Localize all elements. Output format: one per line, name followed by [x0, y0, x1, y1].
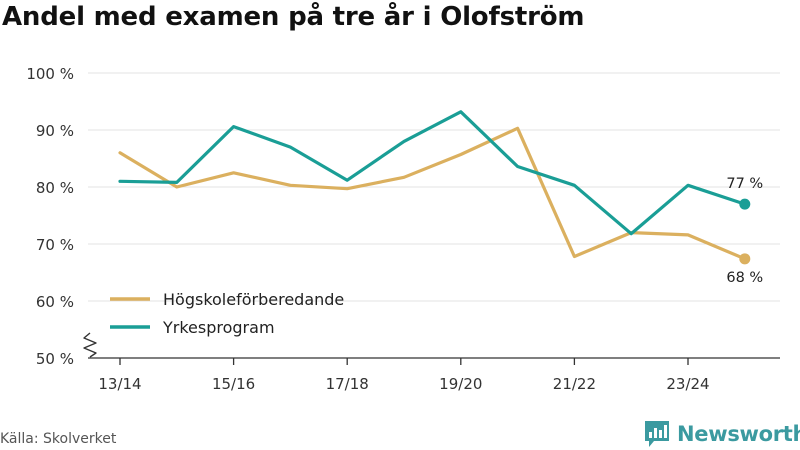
brand-name: Newsworthy	[677, 422, 800, 446]
legend-label: Yrkesprogram	[162, 318, 275, 337]
source-note: Källa: Skolverket	[0, 431, 117, 447]
x-tick-label: 13/14	[98, 375, 141, 393]
series-line	[118, 126, 747, 261]
y-tick-label: 50 %	[36, 350, 74, 368]
x-tick-label: 23/24	[666, 375, 709, 393]
legend: Högskoleförberedande Yrkesprogram	[110, 290, 344, 337]
series-lines	[118, 110, 751, 265]
axis-break-icon	[83, 332, 97, 358]
x-tick-label: 21/22	[553, 375, 596, 393]
y-tick-label: 80 %	[36, 179, 74, 197]
y-tick-label: 100 %	[26, 65, 74, 83]
brand-logo: Newsworthy	[644, 420, 800, 448]
series-line	[118, 110, 747, 236]
x-axis: 13/14 15/16 17/18 19/20 21/22 23/24	[88, 357, 780, 393]
end-value-label: 77 %	[726, 176, 763, 192]
series-end-point	[739, 253, 751, 265]
legend-label: Högskoleförberedande	[163, 290, 344, 309]
gridlines: 50 % 60 % 70 % 80 % 90 % 100 %	[26, 65, 780, 368]
axis-break-zigzag	[83, 332, 97, 358]
end-value-label: 68 %	[726, 270, 763, 286]
x-tick-label: 15/16	[212, 375, 255, 393]
end-labels: 68 % 77 %	[726, 176, 763, 286]
x-tick-label: 19/20	[439, 375, 482, 393]
y-tick-label: 70 %	[36, 236, 74, 254]
y-tick-label: 60 %	[36, 293, 74, 311]
newsworthy-logo-icon	[645, 421, 669, 447]
series-end-point	[739, 198, 751, 210]
x-tick-label: 17/18	[326, 375, 369, 393]
y-tick-label: 90 %	[36, 122, 74, 140]
chart-title: Andel med examen på tre år i Olofström	[2, 2, 585, 32]
